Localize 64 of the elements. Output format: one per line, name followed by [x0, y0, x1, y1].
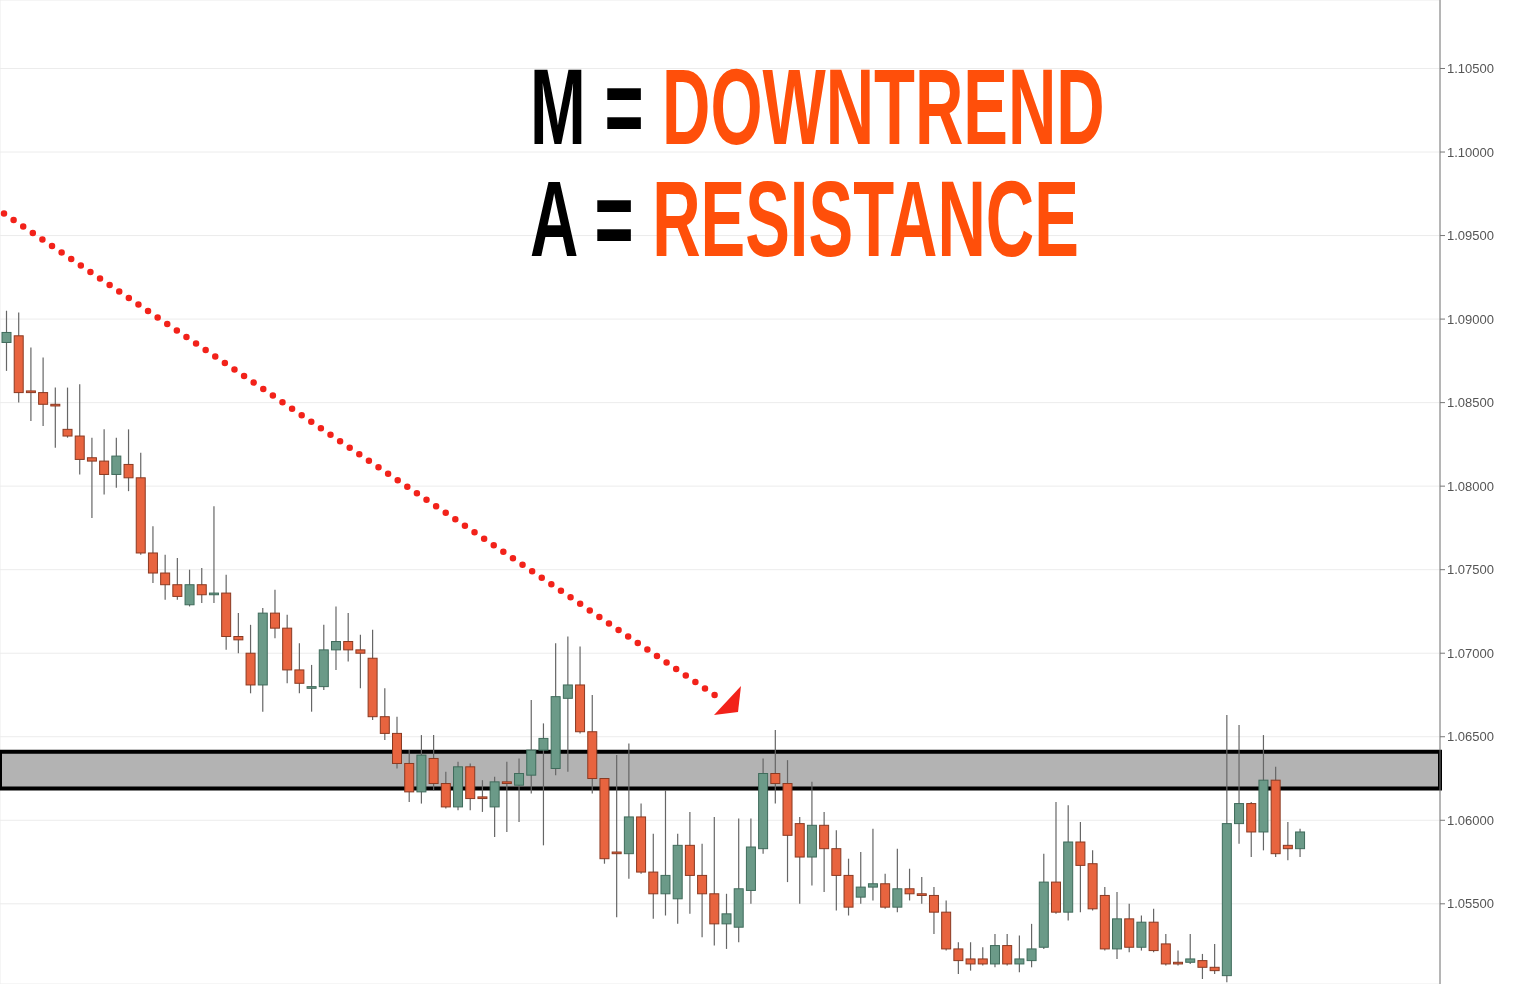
candlestick	[99, 428, 110, 496]
candlestick	[330, 605, 341, 671]
candlestick	[501, 761, 512, 833]
candlestick	[147, 525, 158, 584]
y-tick-label: 1.07000	[1447, 645, 1494, 661]
candlestick	[196, 567, 207, 604]
candlestick	[50, 386, 61, 449]
y-tick-label: 1.05500	[1447, 896, 1494, 912]
candlestick	[233, 612, 244, 654]
candlestick	[904, 868, 915, 902]
y-tick-label: 1.06500	[1447, 729, 1494, 745]
candlestick	[928, 886, 939, 935]
candlestick	[294, 642, 305, 694]
candlestick	[208, 505, 219, 604]
candlestick	[648, 833, 659, 920]
candlestick	[62, 386, 73, 439]
candlestick	[514, 757, 525, 823]
candlestick	[86, 437, 97, 519]
candlestick	[184, 569, 195, 608]
candlestick	[379, 687, 390, 741]
candlestick	[1173, 949, 1184, 967]
candlestick	[355, 634, 366, 689]
y-tick-label: 1.08000	[1447, 478, 1494, 494]
candlestick	[721, 893, 732, 950]
candlestick	[1002, 933, 1013, 967]
candlestick	[538, 722, 549, 846]
candlestick	[1185, 933, 1196, 965]
candlestick	[867, 828, 878, 902]
candlestick	[819, 811, 830, 893]
candlestick	[855, 851, 866, 905]
candlestick	[989, 933, 1000, 968]
candlestick	[1282, 821, 1293, 861]
candlestick	[343, 612, 354, 663]
candlestick	[892, 848, 903, 913]
candlestick	[74, 383, 85, 476]
candlestick	[770, 729, 781, 805]
candlestick	[123, 428, 134, 492]
y-tick-label: 1.10000	[1447, 144, 1494, 160]
candlestick	[562, 635, 573, 773]
candlestick	[916, 876, 927, 905]
y-tick-label: 1.08500	[1447, 395, 1494, 411]
candlestick	[697, 843, 708, 938]
candlestick	[172, 557, 183, 601]
candlestick	[880, 873, 891, 910]
candlestick	[611, 754, 622, 918]
candlestick	[660, 789, 671, 917]
candlestick	[160, 554, 171, 601]
candlestick	[269, 589, 280, 639]
y-tick-label: 1.10500	[1447, 61, 1494, 77]
candlestick	[977, 946, 988, 967]
y-tick-label: 1.06000	[1447, 812, 1494, 828]
candlestick	[1295, 828, 1306, 858]
candlestick	[1160, 933, 1171, 967]
y-tick-label: 1.09000	[1447, 311, 1494, 327]
candlestick	[1234, 724, 1245, 845]
y-tick-label: 1.09500	[1447, 228, 1494, 244]
candlestick	[1, 310, 12, 372]
candlestick	[440, 771, 451, 810]
candlestick	[111, 437, 122, 489]
candlestick	[38, 356, 49, 427]
candlestick	[25, 346, 36, 422]
candlestick	[477, 779, 488, 813]
y-tick-label: 1.07500	[1447, 562, 1494, 578]
candlestick	[306, 664, 317, 713]
